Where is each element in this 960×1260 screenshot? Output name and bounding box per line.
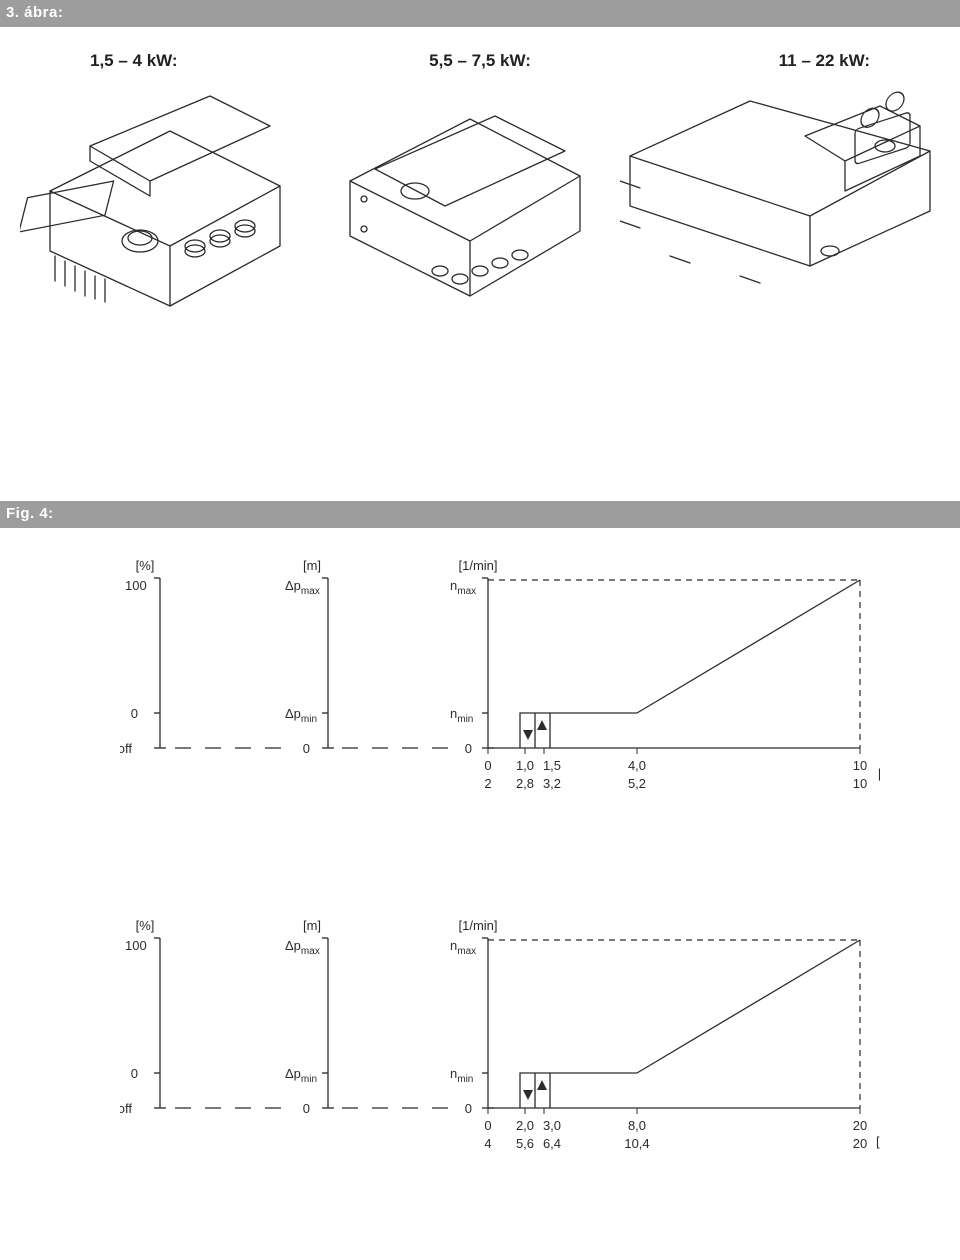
b-xt1: 2,0 [516, 1118, 534, 1133]
b-xt2: 3,0 [543, 1118, 561, 1133]
label-5-7kw: 5,5 – 7,5 kW: [420, 51, 540, 71]
label-11-22kw: 11 – 22 kW: [750, 51, 870, 71]
b-pct-unit: [%] [136, 918, 155, 933]
power-labels: 1,5 – 4 kW: 5,5 – 7,5 kW: 11 – 22 kW: [0, 51, 960, 71]
a-xb0: 2 [484, 776, 491, 791]
device-drawings [0, 71, 960, 341]
a-xb1: 2,8 [516, 776, 534, 791]
figure-3-label: 3. ábra: [6, 4, 63, 21]
b-n-zero: 0 [465, 1101, 472, 1116]
b-n-max: nmax [450, 938, 476, 957]
a-xb2: 3,2 [543, 776, 561, 791]
b-xb3: 10,4 [624, 1136, 649, 1151]
b-pct-min: 0 [131, 1066, 138, 1081]
chart-a: [%] 100 0 off [m] Δpmax Δpmin 0 [0, 528, 960, 808]
b-xb1: 5,6 [516, 1136, 534, 1151]
a-n-min: nmin [450, 706, 473, 725]
a-xt4: 10 [853, 758, 867, 773]
figure-4-bar: Fig. 4: [0, 501, 960, 528]
a-dp-zero: 0 [303, 741, 310, 756]
b-xunit: [mA] [876, 1134, 880, 1149]
b-dp-min: Δpmin [285, 1066, 317, 1085]
a-xt1: 1,0 [516, 758, 534, 773]
b-pct-off: off [120, 1101, 132, 1116]
b-n-min: nmin [450, 1066, 473, 1085]
a-xb3: 5,2 [628, 776, 646, 791]
b-dp-unit: [m] [303, 918, 321, 933]
chart-b: [%] 100 0 off [m] Δpmax Δpmin 0 [1/min] [0, 888, 960, 1168]
a-pct-min: 0 [131, 706, 138, 721]
b-xt0: 0 [484, 1118, 491, 1133]
a-xunit: [V] [878, 766, 880, 781]
a-n-max: nmax [450, 578, 476, 597]
a-xt2: 1,5 [543, 758, 561, 773]
a-pct-max: 100 [125, 578, 147, 593]
b-xb2: 6,4 [543, 1136, 561, 1151]
a-pct-off: off [120, 741, 132, 756]
b-dp-max: Δpmax [285, 938, 320, 957]
b-xb4: 20 [853, 1136, 867, 1151]
device-2-svg [320, 91, 600, 321]
label-1-4kw: 1,5 – 4 kW: [90, 51, 210, 71]
a-n-zero: 0 [465, 741, 472, 756]
b-n-unit: [1/min] [458, 918, 497, 933]
device-3-svg [620, 91, 940, 291]
a-xb4: 10 [853, 776, 867, 791]
b-xb0: 4 [484, 1136, 491, 1151]
a-pct-unit: [%] [136, 558, 155, 573]
a-n-unit: [1/min] [458, 558, 497, 573]
device-1-svg [20, 91, 300, 321]
a-dp-unit: [m] [303, 558, 321, 573]
a-xt0: 0 [484, 758, 491, 773]
figure-4-label: Fig. 4: [6, 505, 54, 522]
page: 3. ábra: 1,5 – 4 kW: 5,5 – 7,5 kW: 11 – … [0, 0, 960, 1168]
b-pct-max: 100 [125, 938, 147, 953]
a-dp-min: Δpmin [285, 706, 317, 725]
b-dp-zero: 0 [303, 1101, 310, 1116]
b-xt4: 20 [853, 1118, 867, 1133]
figure-3-bar: 3. ábra: [0, 0, 960, 27]
a-xt3: 4,0 [628, 758, 646, 773]
b-xt3: 8,0 [628, 1118, 646, 1133]
a-dp-max: Δpmax [285, 578, 320, 597]
